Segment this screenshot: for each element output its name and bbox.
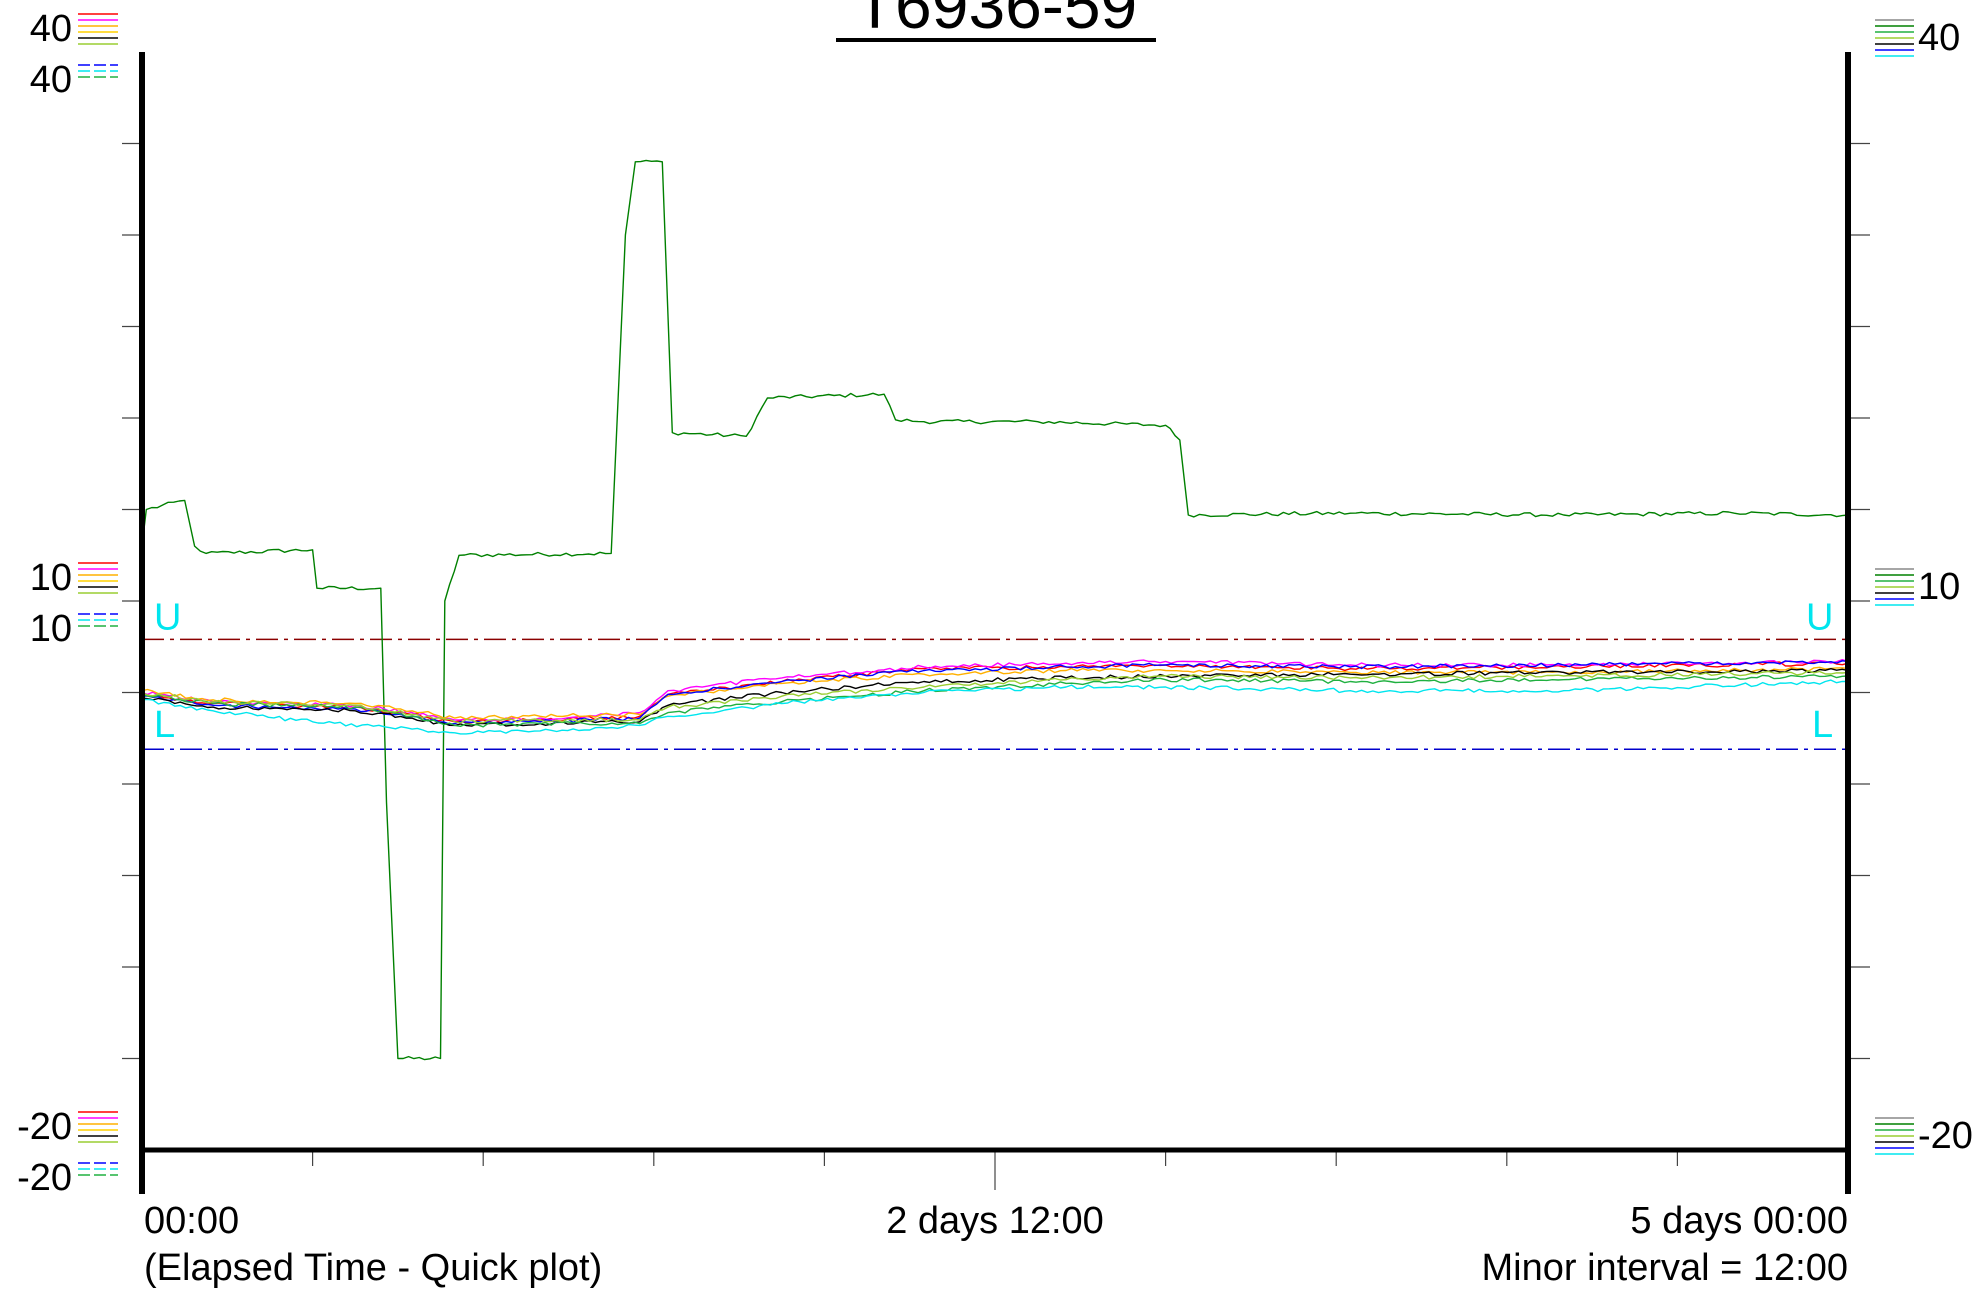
limit-lines bbox=[142, 638, 1848, 750]
series-layer bbox=[141, 159, 1849, 1061]
y-label-left: 40 bbox=[30, 8, 72, 50]
chart-title: T6936-59 bbox=[855, 0, 1138, 42]
x-tick-label: 00:00 bbox=[144, 1200, 239, 1242]
tick-layer bbox=[122, 142, 1870, 1190]
x-caption-left: (Elapsed Time - Quick plot) bbox=[144, 1247, 602, 1289]
series-line-5 bbox=[141, 660, 1849, 725]
series-line-1 bbox=[141, 159, 1849, 1061]
lower-limit-label-left: L bbox=[154, 704, 175, 746]
y-label-left: -20 bbox=[17, 1157, 72, 1199]
x-tick-label: 2 days 12:00 bbox=[886, 1200, 1104, 1242]
labels: U U L L T6936-59 40 40 10 10 -20 -20 40 10 -20 00:00 2 … bbox=[17, 0, 1973, 1289]
series-line-8 bbox=[141, 670, 1849, 724]
x-caption-right: Minor interval = 12:00 bbox=[1482, 1247, 1848, 1289]
axes bbox=[139, 52, 1851, 1194]
upper-limit-label-left: U bbox=[154, 596, 181, 638]
series-line-3 bbox=[141, 659, 1849, 722]
y-label-right: -20 bbox=[1918, 1115, 1973, 1157]
y-label-left: 10 bbox=[30, 608, 72, 650]
y-label-left: -20 bbox=[17, 1106, 72, 1148]
y-label-right: 40 bbox=[1918, 17, 1960, 59]
y-label-right: 10 bbox=[1918, 566, 1960, 608]
lower-limit-label-right: L bbox=[1812, 704, 1833, 746]
y-label-left: 40 bbox=[30, 59, 72, 101]
y-label-left: 10 bbox=[30, 557, 72, 599]
series-line-9 bbox=[141, 679, 1849, 735]
x-tick-label: 5 days 00:00 bbox=[1630, 1200, 1848, 1242]
upper-limit-label-right: U bbox=[1806, 596, 1833, 638]
